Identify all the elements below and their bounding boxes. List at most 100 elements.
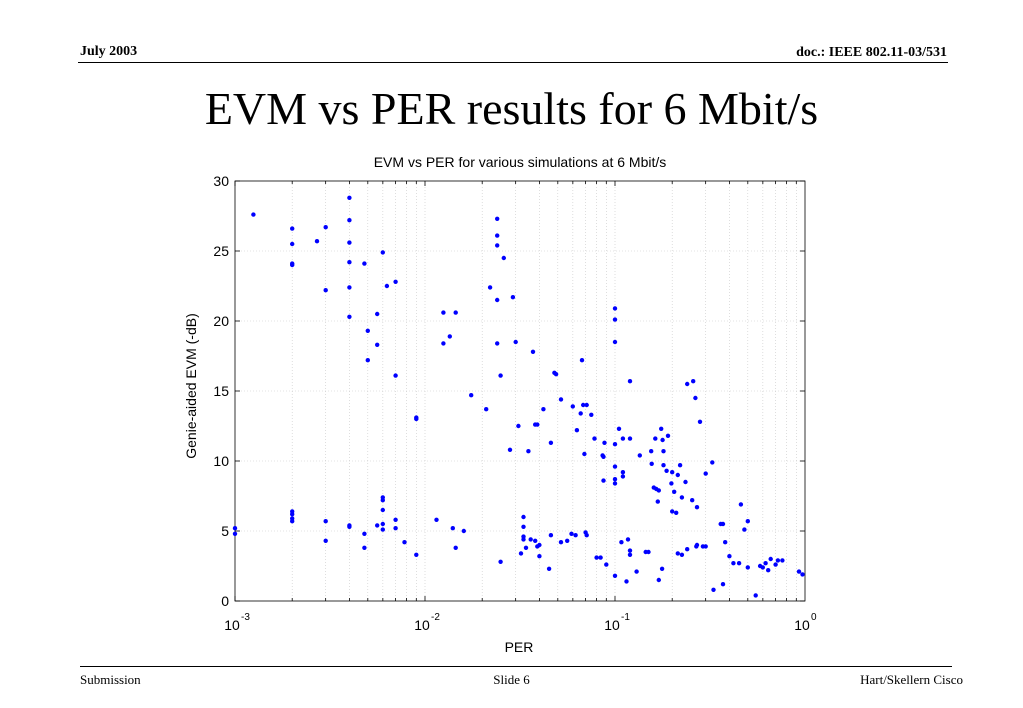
data-point xyxy=(738,502,744,507)
data-point xyxy=(548,440,554,445)
data-point xyxy=(461,528,466,534)
data-point xyxy=(574,428,580,433)
data-point xyxy=(384,283,390,289)
data-point xyxy=(516,423,521,429)
data-point xyxy=(584,402,589,408)
data-point xyxy=(612,306,618,311)
data-point xyxy=(694,542,700,548)
data-point xyxy=(731,561,736,566)
data-point xyxy=(625,537,631,542)
data-point xyxy=(742,527,747,532)
data-point xyxy=(579,358,585,363)
data-point xyxy=(347,260,352,265)
data-point xyxy=(380,507,385,513)
data-point xyxy=(675,472,680,478)
data-point xyxy=(598,555,603,560)
data-point xyxy=(763,561,768,566)
data-point xyxy=(679,495,685,500)
data-point xyxy=(612,442,618,447)
data-point xyxy=(582,451,587,457)
x-tick-exponent: -2 xyxy=(431,612,440,623)
data-point xyxy=(620,470,626,475)
data-point xyxy=(365,358,370,363)
data-point xyxy=(665,433,671,438)
data-point xyxy=(573,533,578,538)
data-point xyxy=(736,561,742,566)
data-point xyxy=(656,577,661,583)
slide-title: EVM vs PER results for 6 Mbit/s xyxy=(204,83,819,134)
data-point xyxy=(775,558,781,563)
data-point xyxy=(780,558,785,563)
data-point xyxy=(612,477,618,482)
data-point xyxy=(697,419,703,424)
data-point xyxy=(693,395,698,401)
data-point xyxy=(637,453,642,458)
data-point xyxy=(558,397,564,402)
data-point xyxy=(653,436,658,441)
data-point xyxy=(690,498,695,503)
data-point xyxy=(612,573,618,578)
data-point xyxy=(670,509,675,514)
data-point xyxy=(620,436,626,441)
data-point xyxy=(675,551,680,556)
data-point xyxy=(612,339,618,345)
data-point xyxy=(565,538,570,543)
data-point xyxy=(760,565,765,570)
data-point xyxy=(753,593,758,598)
y-axis-label: Genie-aided EVM (-dB) xyxy=(183,313,199,459)
data-point xyxy=(495,297,500,303)
footer-submission: Submission xyxy=(80,672,141,687)
data-point xyxy=(393,517,398,522)
data-point xyxy=(453,545,458,550)
data-point xyxy=(745,519,750,524)
data-point xyxy=(601,454,606,459)
data-point xyxy=(655,499,660,504)
data-point xyxy=(533,538,538,543)
data-point xyxy=(546,566,552,571)
data-point xyxy=(604,562,609,567)
data-point xyxy=(773,562,778,567)
data-point xyxy=(592,436,597,441)
data-point xyxy=(380,521,385,527)
data-point xyxy=(323,538,328,543)
y-tick-label: 0 xyxy=(221,593,229,609)
data-point xyxy=(507,447,513,452)
data-point xyxy=(646,549,651,555)
data-point xyxy=(495,341,500,346)
data-point xyxy=(232,526,238,531)
data-point xyxy=(685,547,690,552)
data-point xyxy=(649,461,654,466)
data-point xyxy=(541,407,546,412)
data-point xyxy=(393,279,398,284)
data-point xyxy=(670,470,675,475)
data-point xyxy=(558,540,564,545)
data-point xyxy=(661,463,666,468)
data-point xyxy=(290,512,295,517)
chart-grid xyxy=(235,181,805,601)
data-point xyxy=(710,460,715,465)
data-point xyxy=(323,288,328,293)
data-point xyxy=(498,373,503,378)
x-axis-label: PER xyxy=(505,639,534,655)
data-point xyxy=(659,566,665,571)
data-point xyxy=(362,531,367,536)
x-tick-label: 10 xyxy=(794,617,810,633)
data-point xyxy=(589,412,594,417)
data-point xyxy=(581,402,586,408)
data-point xyxy=(347,195,352,200)
data-point xyxy=(624,579,629,584)
y-tick-label: 10 xyxy=(213,453,229,469)
document-reference: doc.: IEEE 802.11-03/531 xyxy=(796,45,947,60)
data-point xyxy=(703,471,708,476)
data-point xyxy=(290,519,295,524)
data-point xyxy=(612,317,618,322)
data-point xyxy=(594,555,599,560)
data-point xyxy=(414,416,419,422)
x-tick-exponent: -3 xyxy=(241,612,250,623)
x-tick-label: 10 xyxy=(414,617,430,633)
data-point xyxy=(495,233,500,238)
data-point xyxy=(679,552,685,557)
data-point xyxy=(441,310,446,315)
data-point xyxy=(656,488,661,493)
data-point xyxy=(323,519,328,524)
